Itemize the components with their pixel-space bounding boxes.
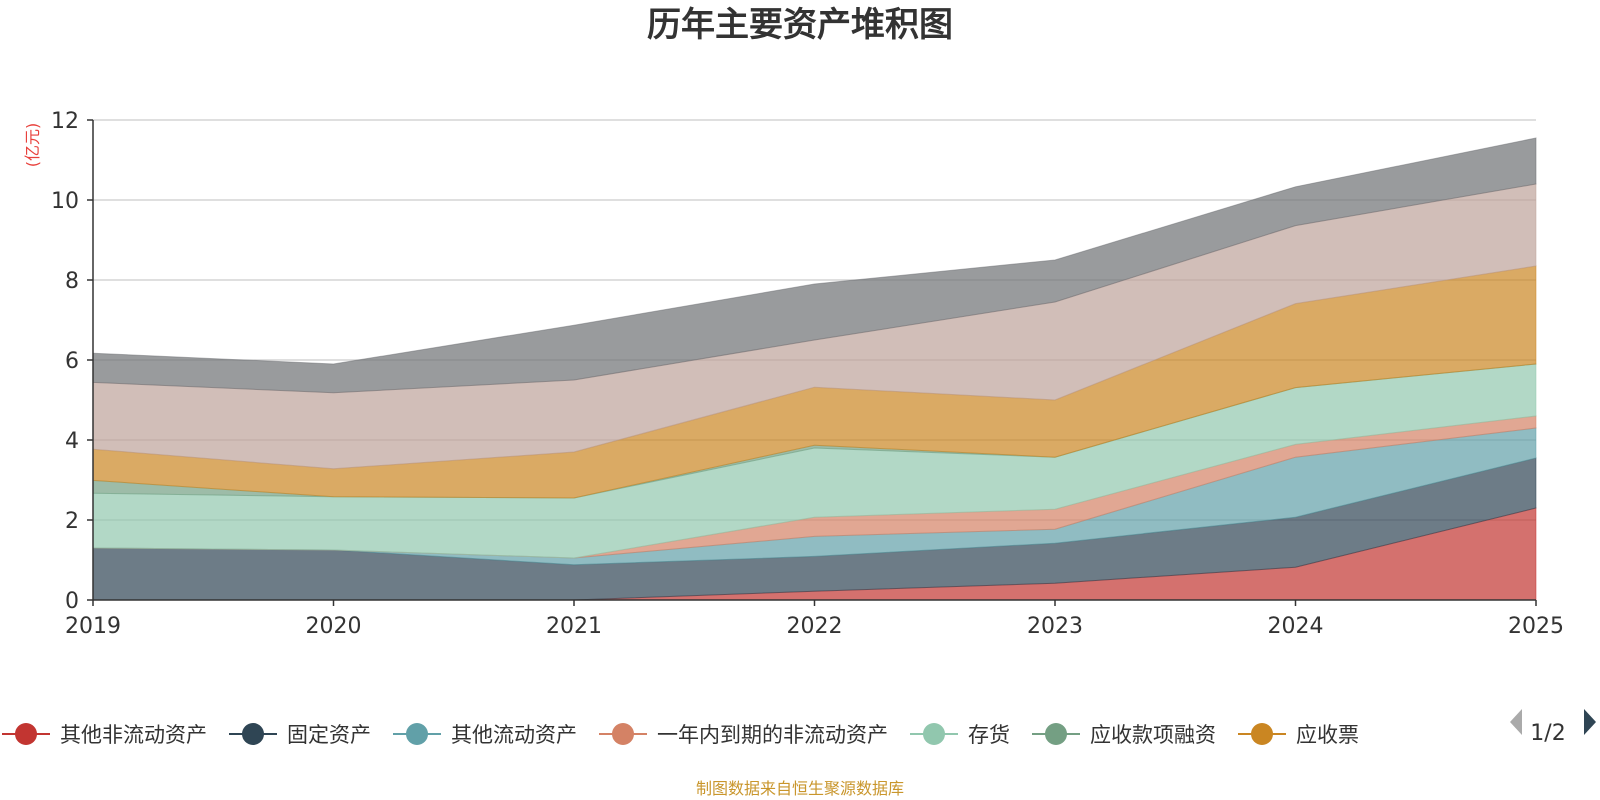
legend-label: 其他非流动资产 (60, 723, 207, 747)
x-tick-label: 2024 (1268, 614, 1324, 639)
x-tick-label: 2021 (546, 614, 602, 639)
x-tick-label: 2023 (1027, 614, 1083, 639)
legend-marker-icon (242, 723, 264, 745)
y-tick-label: 12 (51, 109, 79, 134)
legend-marker-icon (923, 723, 945, 745)
legend-label: 存货 (968, 723, 1010, 747)
area-series-layer (92, 137, 1537, 601)
legend-marker-icon (1045, 723, 1067, 745)
legend-next-page-icon[interactable] (1584, 709, 1596, 735)
legend-item[interactable]: 应收款项融资 (1032, 723, 1216, 747)
y-tick-label: 4 (65, 429, 79, 454)
x-tick-label: 2019 (65, 614, 121, 639)
data-source-note: 制图数据来自恒生聚源数据库 (696, 779, 904, 798)
y-tick-label: 0 (65, 589, 79, 614)
x-tick-label: 2025 (1508, 614, 1564, 639)
legend-item[interactable]: 固定资产 (229, 723, 371, 747)
y-tick-label: 2 (65, 509, 79, 534)
area-货币资金 (92, 137, 1537, 394)
legend-label: 其他流动资产 (451, 723, 577, 747)
legend-prev-page-icon[interactable] (1510, 709, 1522, 735)
legend-label: 应收款项融资 (1090, 723, 1216, 747)
y-axis-unit-label: (亿元) (23, 123, 42, 168)
x-tick-label: 2022 (787, 614, 843, 639)
legend-item[interactable]: 存货 (910, 723, 1010, 747)
legend-marker-icon (15, 723, 37, 745)
legend-item[interactable]: 其他非流动资产 (2, 723, 207, 747)
legend-item[interactable]: 一年内到期的非流动资产 (599, 723, 888, 747)
legend-marker-icon (1251, 723, 1273, 745)
chart-title: 历年主要资产堆积图 (647, 5, 953, 45)
legend: 其他非流动资产 固定资产 其他流动资产 一年内到期的非流动资产 存货 应收款项融资 应收票 (2, 723, 1359, 747)
legend-item[interactable]: 其他流动资产 (393, 723, 577, 747)
legend-label: 一年内到期的非流动资产 (657, 723, 888, 747)
legend-page-indicator: 1/2 (1530, 721, 1565, 746)
legend-pager: 1/2 (1510, 709, 1596, 746)
y-tick-label: 6 (65, 349, 79, 374)
legend-marker-icon (612, 723, 634, 745)
axes: 0 2 4 6 8 10 12 2019 2020 2021 2022 2023 2024 2025 (51, 109, 1564, 639)
y-tick-label: 10 (51, 189, 79, 214)
legend-label: 固定资产 (287, 723, 371, 747)
legend-label: 应收票 (1296, 723, 1359, 747)
legend-item[interactable]: 应收票 (1238, 723, 1359, 747)
x-tick-label: 2020 (306, 614, 362, 639)
y-tick-label: 8 (65, 269, 79, 294)
legend-marker-icon (406, 723, 428, 745)
